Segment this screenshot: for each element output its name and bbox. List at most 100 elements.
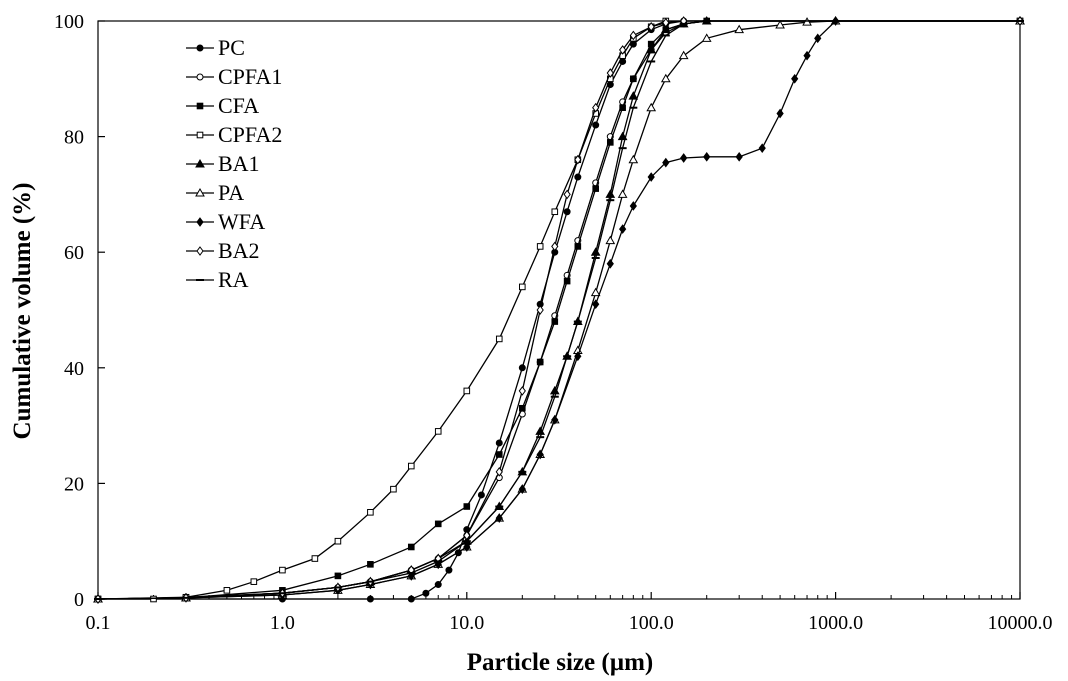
point-marker: [518, 386, 526, 396]
legend-label: CPFA2: [218, 122, 282, 147]
point-marker: [791, 73, 799, 84]
point-marker: [592, 299, 600, 310]
point-marker: [606, 68, 614, 78]
point-marker: [495, 513, 503, 523]
point-marker: [647, 21, 655, 32]
point-marker: [422, 589, 430, 597]
y-axis: 0 20 40 60 80 100: [54, 11, 105, 611]
point-marker: [629, 30, 637, 41]
point-marker: [495, 467, 503, 477]
point-marker: [495, 451, 503, 458]
point-marker: [701, 33, 712, 42]
legend-item-ba2: BA2: [186, 238, 260, 263]
x-tick-label: 1.0: [270, 612, 295, 634]
y-tick-label: 100: [54, 11, 84, 33]
point-marker: [551, 414, 559, 425]
legend-label: PA: [218, 180, 244, 205]
point-marker: [445, 566, 453, 574]
point-marker: [463, 503, 471, 510]
point-marker: [802, 17, 812, 26]
point-marker: [662, 17, 670, 28]
point-marker: [536, 358, 544, 366]
point-marker: [574, 173, 582, 181]
point-marker: [814, 33, 822, 44]
point-marker: [367, 509, 374, 516]
y-tick-label: 60: [64, 242, 84, 264]
point-marker: [703, 151, 711, 162]
point-marker: [407, 595, 415, 603]
point-marker: [574, 243, 582, 250]
legend-label: WFA: [218, 209, 265, 234]
plot-frame: [97, 20, 1021, 600]
point-marker: [390, 485, 397, 493]
series-cfa: [94, 17, 1024, 603]
point-marker: [518, 364, 526, 372]
point-marker: [662, 157, 670, 168]
point-marker: [592, 121, 600, 129]
point-marker: [629, 201, 637, 211]
point-marker: [617, 131, 628, 141]
point-marker: [574, 154, 582, 165]
legend: PC CPFA1 CFA CPFA2 BA1 PA WFA BA2 RA: [186, 35, 282, 292]
point-marker: [311, 555, 319, 562]
point-marker: [630, 75, 637, 83]
point-marker: [628, 91, 639, 100]
point-marker: [605, 189, 616, 198]
point-marker: [735, 151, 743, 162]
legend-item-ba1: BA1: [186, 151, 260, 176]
y-axis-title: Cumulative volume (%): [9, 183, 36, 440]
point-marker: [619, 45, 627, 55]
point-marker: [250, 578, 258, 585]
point-marker: [495, 335, 503, 343]
y-tick-label: 80: [64, 127, 84, 149]
point-marker: [646, 44, 657, 54]
point-marker: [434, 581, 442, 589]
point-marker: [758, 143, 766, 153]
point-marker: [434, 520, 442, 528]
point-marker: [803, 50, 811, 61]
legend-item-wfa: WFA: [186, 209, 265, 234]
point-marker: [279, 566, 286, 574]
series-ra: [94, 20, 1024, 600]
point-marker: [196, 102, 204, 110]
point-marker: [196, 131, 204, 139]
point-marker: [334, 537, 342, 545]
point-marker: [196, 73, 204, 81]
legend-item-cpfa2: CPFA2: [186, 122, 282, 147]
point-marker: [592, 102, 600, 113]
point-marker: [775, 20, 785, 29]
point-marker: [628, 154, 639, 164]
point-marker: [776, 108, 784, 119]
point-marker: [563, 208, 571, 216]
point-marker: [606, 139, 614, 146]
point-marker: [551, 241, 559, 252]
point-marker: [477, 491, 485, 499]
point-marker: [619, 224, 627, 234]
point-marker: [463, 387, 471, 395]
point-marker: [495, 439, 503, 447]
point-marker: [519, 283, 526, 291]
point-marker: [334, 572, 342, 580]
point-marker: [366, 595, 374, 603]
point-marker: [605, 235, 616, 245]
point-marker: [536, 305, 544, 315]
point-marker: [367, 561, 374, 568]
point-marker: [536, 449, 544, 460]
legend-item-ra: RA: [186, 267, 249, 292]
point-marker: [407, 543, 415, 551]
point-marker: [223, 587, 231, 594]
y-tick-label: 0: [74, 589, 84, 611]
point-marker: [536, 243, 544, 250]
y-tick-label: 40: [64, 358, 84, 380]
legend-label: RA: [218, 267, 249, 292]
point-marker: [434, 428, 442, 435]
plot-area: [97, 20, 1021, 600]
point-marker: [196, 44, 204, 52]
point-marker: [660, 24, 671, 34]
legend-item-cfa: CFA: [186, 93, 259, 118]
point-marker: [590, 287, 601, 297]
x-tick-label: 10.0: [449, 612, 484, 634]
series-layer: [93, 15, 1025, 604]
legend-item-pc: PC: [186, 35, 245, 60]
